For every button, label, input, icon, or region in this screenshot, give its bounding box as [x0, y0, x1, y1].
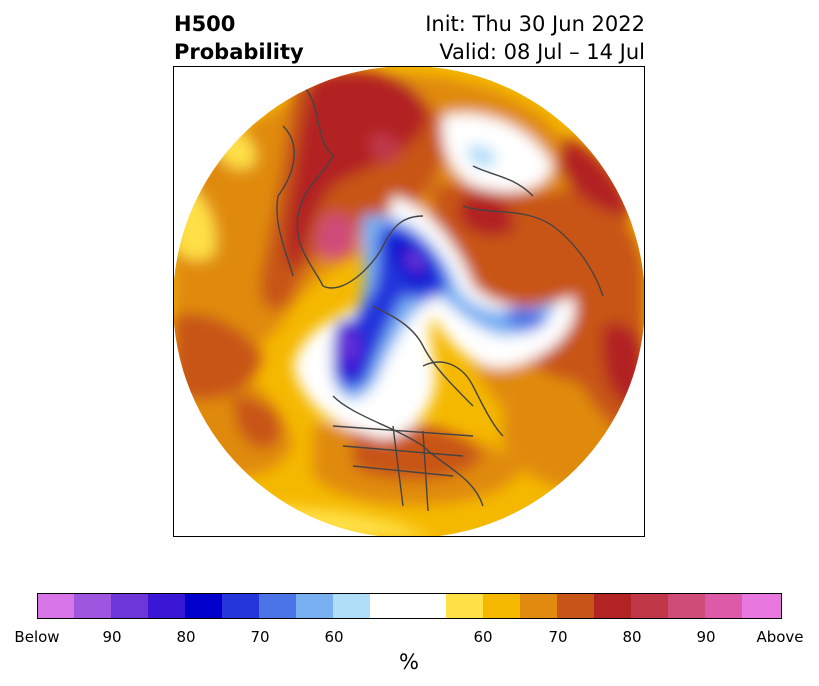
colorbar: [37, 593, 782, 619]
forecast-dates: Init: Thu 30 Jun 2022 Valid: 08 Jul – 14…: [425, 10, 645, 66]
colorbar-bin: [111, 593, 148, 619]
colorbar-bin: [557, 593, 594, 619]
colorbar-bin: [37, 593, 74, 619]
colorbar-bin: [408, 593, 446, 619]
colorbar-tick-label: 90: [102, 628, 122, 646]
probability-map: [173, 66, 645, 537]
colorbar-tick-label: 90: [696, 628, 716, 646]
colorbar-bin: [594, 593, 631, 619]
colorbar-bins: [37, 593, 782, 619]
colorbar-bin: [483, 593, 520, 619]
colorbar-tick-label: Above: [756, 628, 804, 646]
colorbar-bin: [74, 593, 111, 619]
map-frame: [173, 66, 645, 537]
colorbar-units: %: [399, 650, 419, 674]
colorbar-tick-label: 80: [622, 628, 642, 646]
colorbar-tick-label: 70: [548, 628, 568, 646]
title-product: Probability: [174, 40, 304, 64]
colorbar-bin: [333, 593, 370, 619]
colorbar-bin: [370, 593, 408, 619]
colorbar-bin: [742, 593, 782, 619]
colorbar-bin: [520, 593, 557, 619]
map-title: H500 Probability: [174, 10, 304, 66]
colorbar-bin: [668, 593, 705, 619]
colorbar-tick-label: Below: [14, 628, 60, 646]
probability-field: [173, 66, 645, 537]
colorbar-bin: [446, 593, 483, 619]
colorbar-bin: [222, 593, 259, 619]
colorbar-bin: [296, 593, 333, 619]
colorbar-tick-label: 70: [250, 628, 270, 646]
colorbar-tick-label: 60: [324, 628, 344, 646]
colorbar-bin: [148, 593, 185, 619]
coastlines: [276, 85, 604, 512]
colorbar-tick-label: 60: [473, 628, 493, 646]
colorbar-border: [37, 593, 782, 619]
colorbar-bin: [259, 593, 296, 619]
colorbar-tick-label: 80: [176, 628, 196, 646]
colorbar-bin: [185, 593, 222, 619]
valid-range: Valid: 08 Jul – 14 Jul: [439, 40, 645, 64]
init-date: Init: Thu 30 Jun 2022: [425, 12, 645, 36]
colorbar-bin: [705, 593, 742, 619]
colorbar-bin: [631, 593, 668, 619]
title-variable: H500: [174, 12, 236, 36]
